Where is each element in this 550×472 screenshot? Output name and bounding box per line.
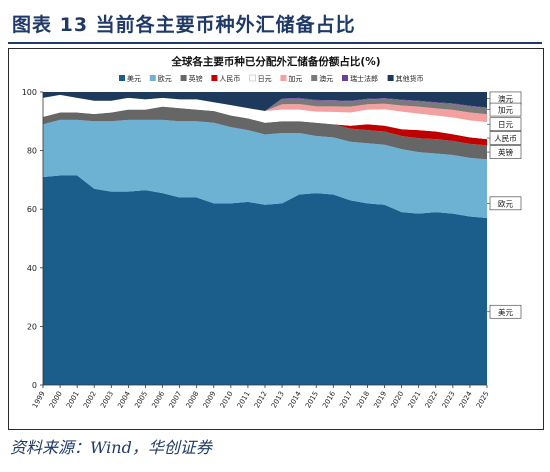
callout-box-6 (489, 304, 522, 319)
x-tick-label-2: 2001 (65, 390, 81, 409)
legend-swatch-1 (149, 75, 156, 81)
x-tick-label-0: 1999 (31, 390, 47, 409)
legend-swatch-3 (211, 75, 218, 81)
callout-label-0: 澳元 (498, 93, 513, 103)
callout-box-5 (489, 196, 522, 211)
figure-title: 图表 13 当前各主要币种外汇储备占比 (12, 14, 356, 36)
callout-box-2 (489, 117, 522, 132)
legend-label-1: 欧元 (158, 74, 172, 83)
x-tick-label-9: 2008 (185, 390, 201, 409)
area-series-0 (43, 175, 487, 385)
source-note: 资料来源：Wind，华创证券 (10, 438, 212, 457)
x-tick-label-6: 2005 (133, 390, 149, 409)
legend-label-5: 加元 (288, 74, 302, 83)
chart-legend: 美元 欧元 英镑 人民币 日元 加元 澳元 瑞士法郎 其他货币 (119, 74, 424, 83)
x-tick-label-13: 2012 (253, 390, 269, 409)
x-tick-label-12: 2011 (236, 390, 252, 409)
legend-swatch-0 (119, 75, 125, 81)
legend-swatch-4 (249, 74, 256, 82)
area-series-4 (43, 94, 487, 140)
y-tick-label-1: 20 (27, 322, 37, 331)
legend-swatch-2 (180, 75, 187, 81)
area-series-2 (43, 106, 487, 160)
legend-label-0: 美元 (127, 74, 141, 83)
area-series-1 (43, 119, 487, 218)
y-tick-label-3: 60 (27, 205, 37, 214)
area-series-8 (43, 92, 487, 112)
legend-swatch-5 (280, 75, 287, 81)
callout-box-1 (489, 102, 522, 117)
x-tick-label-1: 2000 (48, 390, 64, 409)
x-tick-label-15: 2014 (287, 390, 303, 410)
legend-swatch-6 (311, 75, 318, 81)
legend-label-2: 英镑 (189, 74, 203, 83)
chart-title: 全球各主要币种已分配外汇储备份额占比(%) (170, 55, 380, 68)
y-tick-label-2: 40 (27, 264, 37, 273)
x-tick-label-23: 2022 (424, 390, 440, 409)
x-tick-label-19: 2018 (355, 390, 371, 409)
x-tick-label-20: 2019 (372, 390, 388, 409)
x-tick-label-17: 2016 (321, 390, 337, 410)
x-tick-label-18: 2017 (338, 390, 354, 409)
legend-label-4: 日元 (258, 75, 272, 83)
x-tick-label-8: 2007 (168, 390, 184, 409)
x-tick-label-10: 2009 (202, 390, 218, 409)
area-series-group (43, 92, 487, 385)
y-tick-label-0: 0 (32, 381, 37, 390)
x-tick-label-7: 2006 (150, 390, 166, 410)
x-tick-label-3: 2002 (82, 390, 98, 409)
callout-label-4: 英镑 (498, 147, 513, 157)
legend-label-8: 其他货币 (396, 74, 424, 83)
callout-label-6: 美元 (498, 307, 513, 317)
area-series-7 (43, 94, 487, 112)
x-tick-label-22: 2021 (407, 390, 423, 409)
legend-label-7: 瑞士法郎 (350, 74, 378, 83)
x-tick-label-24: 2023 (441, 390, 457, 409)
x-tick-label-5: 2004 (116, 390, 132, 410)
stacked-area-chart: 全球各主要币种已分配外汇储备份额占比(%) 美元 欧元 英镑 人民币 日元 加元 澳元 瑞士法… (22, 55, 522, 409)
callout-label-1: 加元 (498, 105, 513, 115)
x-tick-label-4: 2003 (99, 390, 115, 409)
chart-axes: 0 20 40 60 80 100 1999 2000 2001 2002 2003 2004 2005… (22, 88, 491, 409)
callout-label-3: 人民币 (494, 134, 517, 143)
callout-label-2: 日元 (498, 120, 513, 129)
legend-label-6: 澳元 (319, 74, 333, 83)
figure-header: 图表 13 当前各主要币种外汇储备占比 (8, 4, 542, 44)
y-tick-label-4: 80 (27, 147, 37, 156)
x-tick-label-16: 2015 (304, 390, 320, 409)
x-tick-label-25: 2024 (458, 390, 474, 410)
legend-swatch-7 (342, 75, 348, 81)
legend-label-3: 人民币 (219, 75, 240, 83)
legend-swatch-8 (387, 75, 394, 81)
x-tick-label-11: 2010 (219, 390, 235, 409)
area-series-5 (43, 94, 487, 123)
callout-box-3 (489, 131, 522, 145)
callout-label-5: 欧元 (498, 198, 513, 208)
x-tick-label-14: 2013 (270, 390, 286, 409)
callout-box-4 (489, 145, 522, 159)
area-series-6 (43, 94, 487, 115)
chart-frame: 全球各主要币种已分配外汇储备份额占比(%) 美元 欧元 英镑 人民币 日元 加元 澳元 瑞士法… (8, 48, 544, 430)
y-tick-label-5: 100 (22, 88, 37, 97)
x-tick-label-21: 2020 (390, 390, 406, 409)
x-tick-label-26: 2025 (475, 390, 491, 409)
